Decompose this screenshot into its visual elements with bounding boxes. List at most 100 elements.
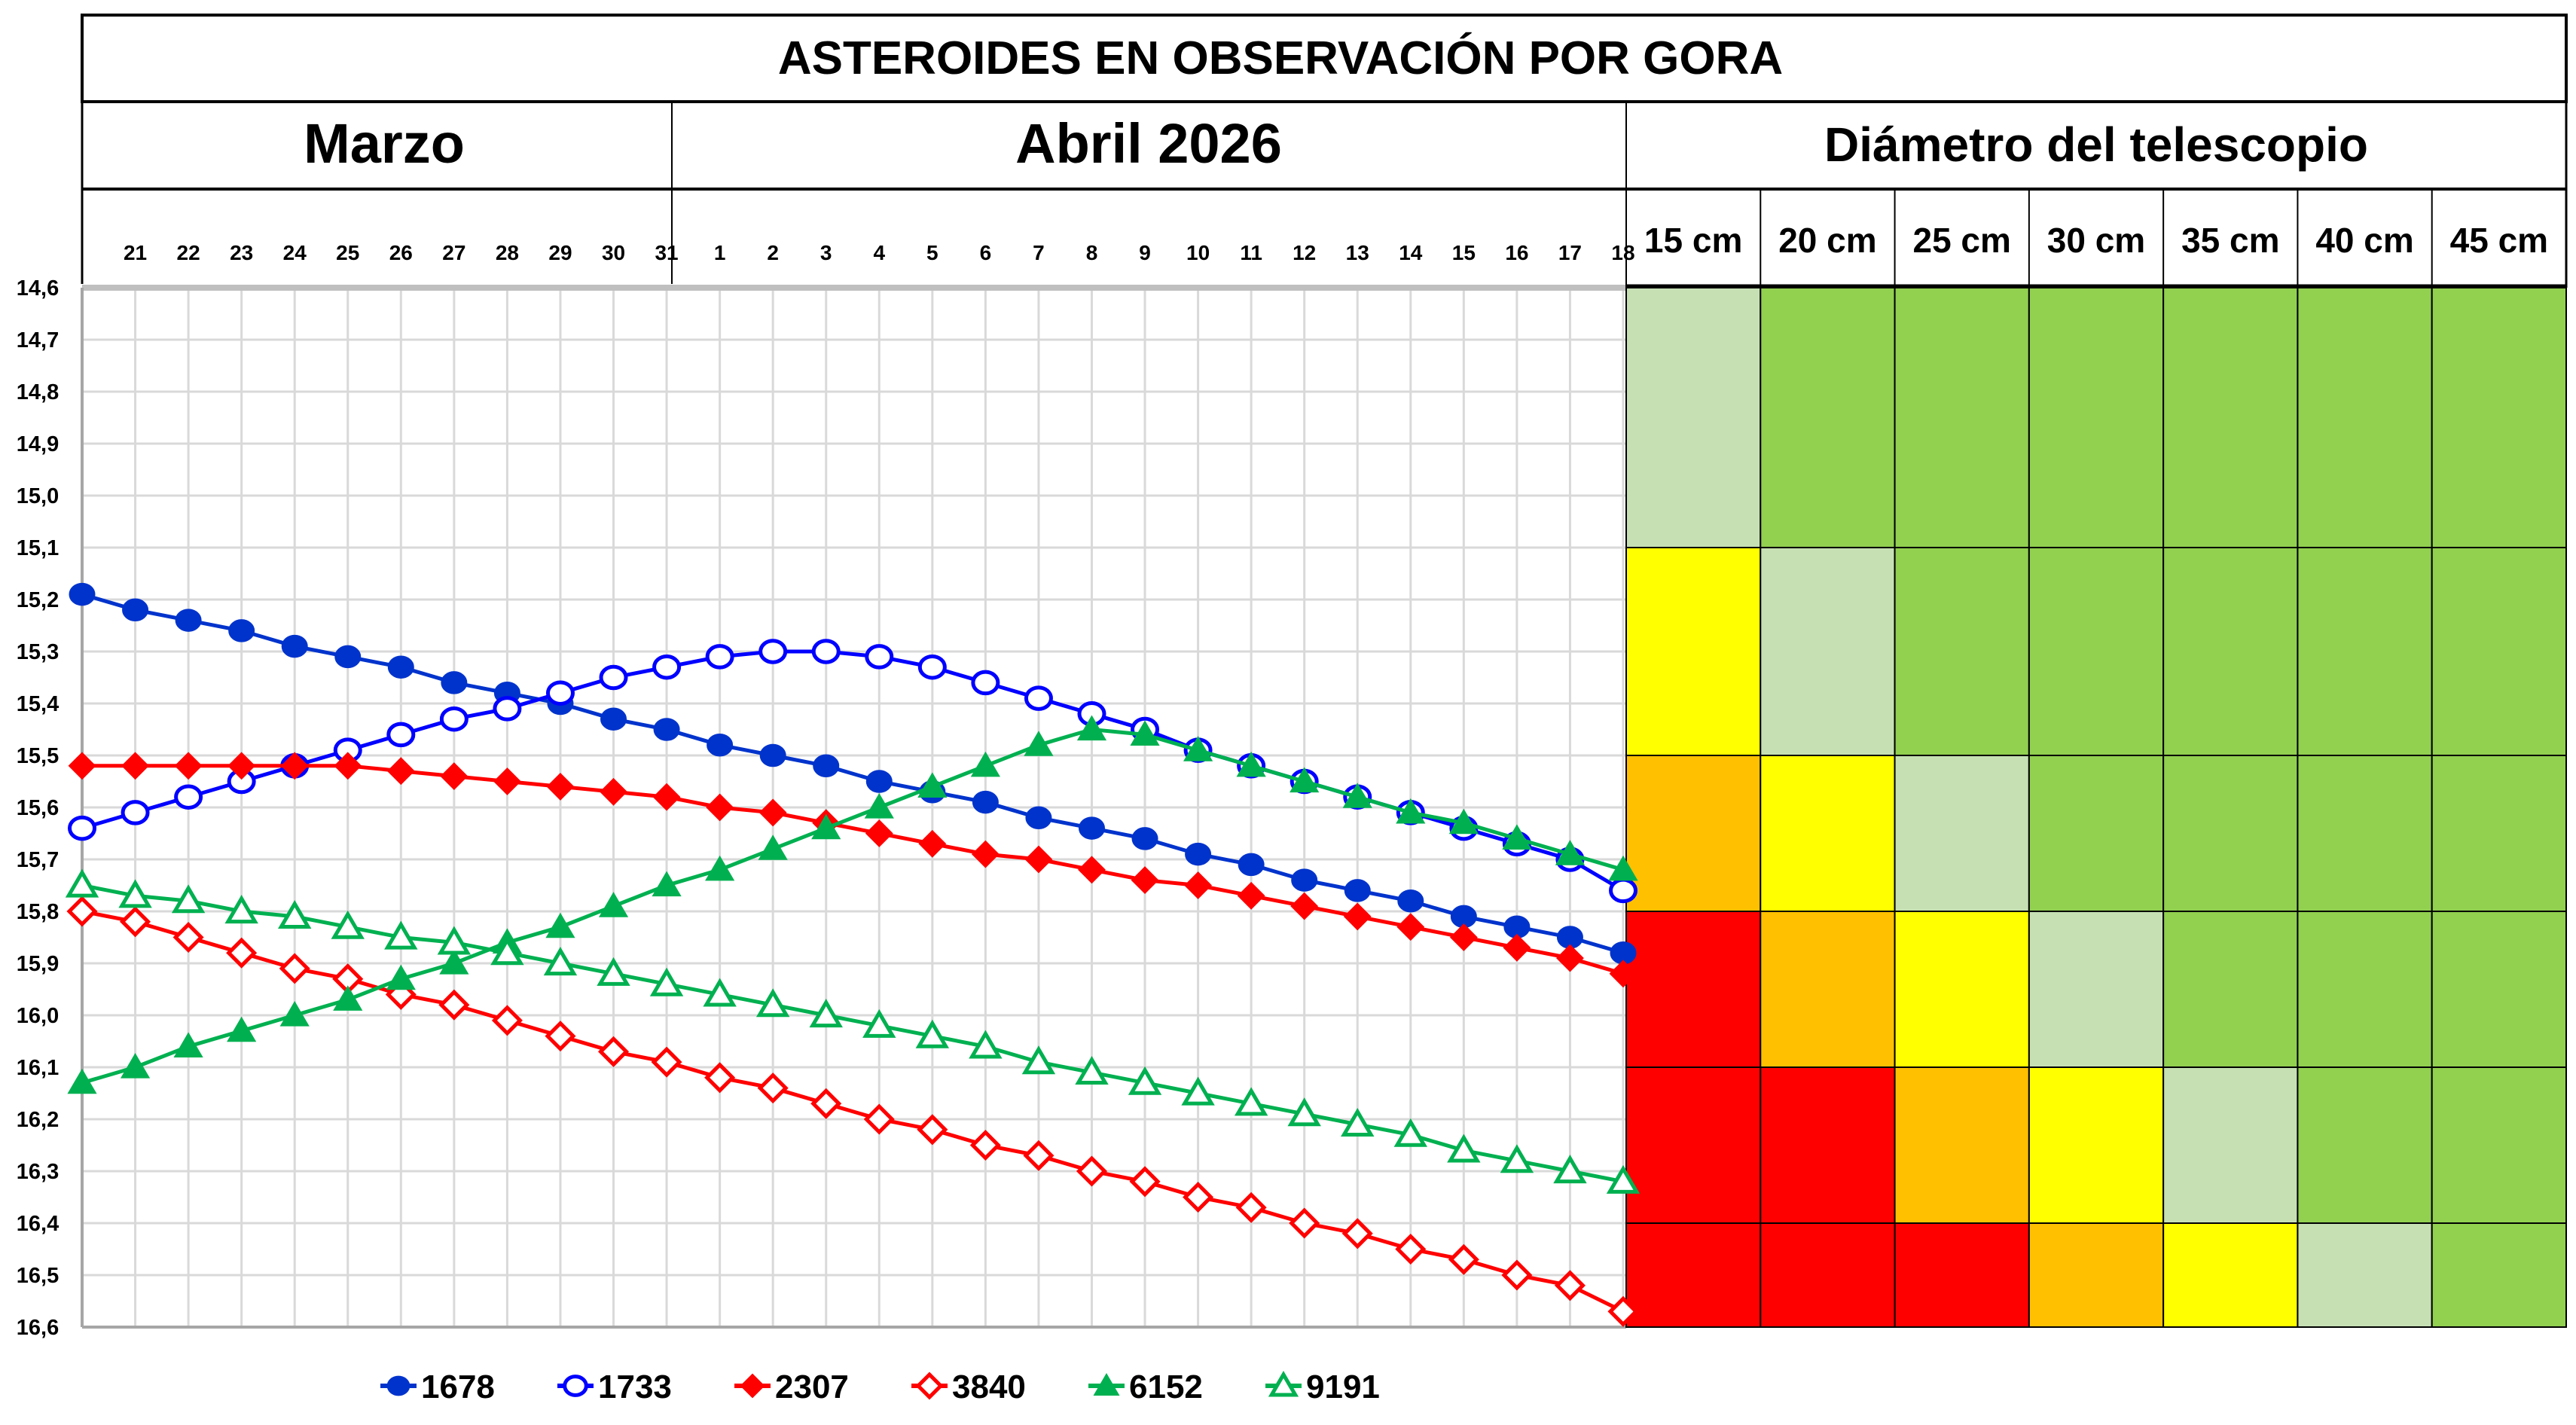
telescope-cell-green [2431,755,2568,912]
marker-triangle-open [331,910,365,939]
marker-diamond-open [863,1103,895,1135]
telescope-cell-green [2028,287,2165,548]
marker-triangle-open [171,884,206,914]
marker-diamond-filled [1503,933,1531,962]
marker-triangle-filled [1608,855,1638,881]
marker-diamond-open [1129,1166,1161,1198]
marker-triangle-open [1128,1066,1162,1095]
telescope-cell-orange [1625,755,1762,912]
series-6152 [67,715,1638,1094]
marker-triangle-filled [1183,736,1213,761]
marker-circle-filled [1344,879,1371,902]
series-line [81,883,1624,1184]
marker-diamond-filled [1609,960,1637,988]
x-tick-label: 21 [124,241,147,264]
series-line [81,909,1625,1314]
marker-triangle-filled [758,835,788,860]
marker-diamond-open [1183,1181,1214,1213]
marker-circle-filled [600,707,627,731]
marker-triangle-filled [67,1068,97,1094]
marker-triangle-filled [386,964,416,990]
marker-circle-open [68,815,96,841]
telescope-column-header: 25 cm [1912,221,2010,260]
marker-triangle-open [278,899,312,929]
marker-circle-open [439,706,469,732]
x-tick-label: 28 [496,241,519,264]
marker-circle-filled [281,634,308,658]
marker-circle-open [563,1375,588,1397]
series-2307 [68,752,1637,988]
marker-diamond-filled [1396,913,1425,941]
marker-diamond-filled [918,829,947,858]
marker-triangle-filled [705,855,735,881]
marker-circle-filled [1185,842,1212,866]
legend-label: 1678 [421,1369,495,1405]
marker-diamond-open [491,1005,523,1036]
marker-diamond-filled [1343,902,1372,931]
marker-diamond-open [438,989,470,1021]
marker-diamond-open [915,1372,944,1400]
legend-label: 2307 [775,1369,849,1405]
marker-circle-filled [1238,853,1265,877]
legend-item-9191: 9191 [1265,1369,1380,1405]
marker-circle-filled [69,582,96,606]
marker-diamond-filled [68,752,96,780]
series-layer [65,582,1641,1327]
telescope-cell-green [2028,755,2165,912]
telescope-cell-green [2162,547,2299,756]
marker-circle-open [493,696,522,722]
marker-diamond-open [1289,1207,1320,1239]
marker-triangle-open [597,957,630,986]
x-tick-label: 17 [1558,241,1582,264]
x-tick-label: 1 [714,241,726,264]
marker-triangle-open [969,1030,1003,1059]
marker-diamond-filled [227,752,256,780]
series-3840 [66,896,1639,1327]
marker-triangle-filled [1130,720,1160,746]
marker-circle-filled [334,645,362,669]
telescope-cell-orange [1894,1066,2030,1224]
marker-triangle-open [1268,1371,1299,1397]
marker-diamond-open [120,906,151,938]
telescope-cell-green [2297,755,2433,912]
telescope-cell-light-green [1625,287,1762,548]
marker-diamond-filled [706,793,734,822]
marker-diamond-filled [971,840,1000,868]
y-tick-label: 16,2 [17,1108,59,1132]
x-tick-label: 12 [1293,241,1316,264]
telescope-cell-green [2297,547,2433,756]
series-9191 [65,868,1641,1194]
telescope-cell-green [1894,287,2030,548]
x-tick-label: 8 [1086,241,1098,264]
marker-circle-open [811,639,841,664]
telescope-column-header: 15 cm [1644,221,1742,260]
telescope-cell-green [2028,547,2165,756]
x-tick-label: 18 [1611,241,1634,264]
x-tick-label: 16 [1505,241,1528,264]
x-tick-label: 2 [767,241,779,264]
telescope-cell-red [1760,1066,1896,1224]
marker-circle-filled [972,790,999,814]
series-1733 [68,639,1637,904]
x-tick-label: 14 [1399,241,1423,264]
telescope-cell-light-green [1894,755,2030,912]
marker-diamond-filled [440,762,469,791]
legend-item-2307: 2307 [734,1369,849,1405]
marker-diamond-open [1501,1259,1533,1291]
marker-circle-filled [707,733,734,757]
marker-triangle-filled [439,949,469,975]
telescope-column-header: 35 cm [2181,221,2279,260]
y-tick-label: 15,9 [17,952,59,976]
marker-triangle-open [1181,1076,1215,1106]
marker-diamond-open [917,1114,948,1146]
telescope-cell-red [1760,1222,1896,1328]
telescope-cell-red [1625,1066,1762,1224]
marker-triangle-open [862,1008,896,1038]
marker-circle-open [121,800,150,825]
marker-triangle-open [543,947,578,976]
marker-circle-filled [813,754,840,778]
marker-triangle-filled [279,1001,310,1027]
marker-diamond-filled [1237,881,1265,910]
marker-diamond-filled [280,752,309,780]
series-line [81,649,1625,893]
